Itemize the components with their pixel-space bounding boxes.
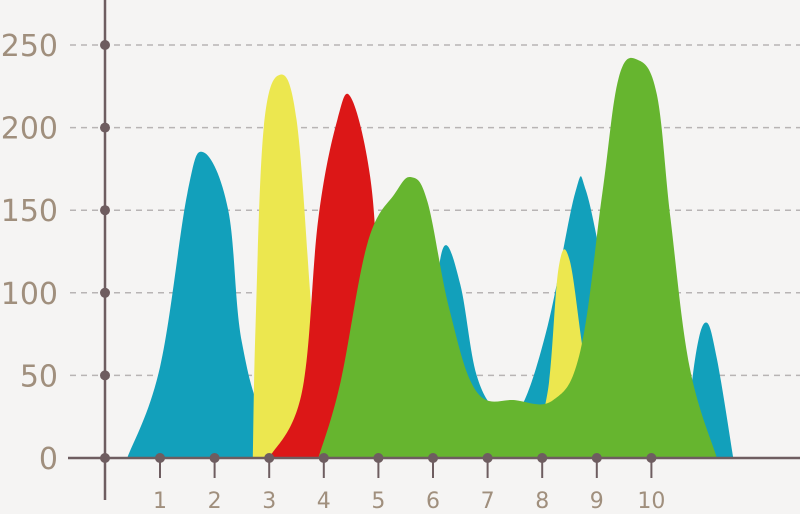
x-tick-dot-4 (318, 453, 329, 463)
x-tick-dot-2 (209, 453, 220, 463)
y-tick-dot-100 (100, 287, 110, 298)
x-tick-dot-10 (646, 453, 657, 463)
x-tick-dot-8 (537, 453, 548, 463)
y-tick-label-0: 0 (39, 442, 58, 477)
x-tick-label-3: 3 (262, 489, 276, 514)
x-tick-dot-6 (428, 453, 438, 463)
x-tick-label-7: 7 (481, 489, 495, 514)
y-tick-dot-150 (100, 205, 110, 216)
x-tick-dot-9 (591, 453, 602, 463)
x-tick-label-5: 5 (371, 489, 385, 514)
x-tick-label-8: 8 (535, 489, 549, 514)
y-tick-label-250: 250 (1, 29, 58, 64)
axes (68, 0, 800, 500)
x-tick-dot-1 (155, 453, 165, 463)
x-tick-label-9: 9 (590, 489, 604, 514)
x-tick-label-4: 4 (317, 489, 331, 514)
series-blue-area-1 (127, 151, 324, 458)
x-tick-dot-3 (264, 453, 275, 463)
y-tick-label-100: 100 (1, 277, 58, 312)
y-tick-dot-200 (100, 122, 110, 133)
series-green-area-1 (318, 57, 717, 458)
x-tick-dot-7 (482, 453, 493, 463)
series-yellow-area-1 (252, 74, 335, 458)
x-tick-label-2: 2 (208, 489, 222, 514)
y-tick-dot-250 (100, 40, 110, 50)
x-tick-dot-5 (373, 453, 384, 463)
y-tick-label-200: 200 (1, 112, 58, 147)
x-tick-label-1: 1 (153, 489, 167, 514)
y-tick-dot-50 (100, 370, 110, 381)
x-tick-label-6: 6 (426, 489, 440, 514)
y-tick-label-150: 150 (1, 194, 58, 229)
x-tick-label-10: 10 (637, 489, 665, 514)
y-tick-dot-0 (100, 453, 110, 463)
y-tick-label-50: 50 (20, 359, 58, 394)
series-areas (127, 57, 734, 458)
tick-labels: 0 50 100 150 200 250 1 2 3 4 5 6 7 8 9 10 (1, 29, 666, 514)
